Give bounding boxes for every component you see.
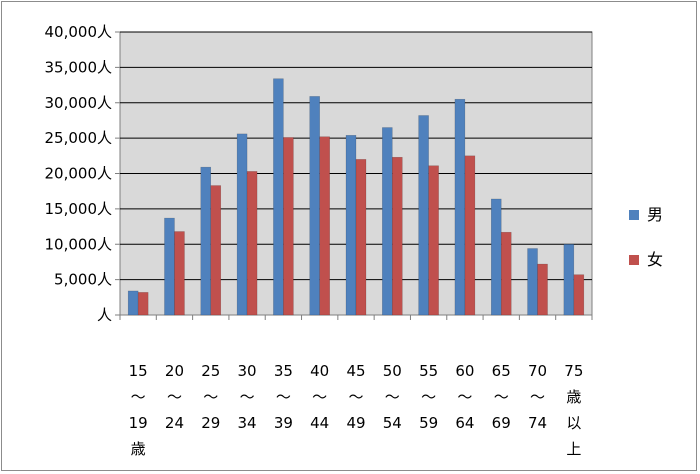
bar-male [164,217,175,316]
category-label: 54 [383,414,402,432]
bar-male [527,248,538,316]
category-label: ～ [530,388,545,406]
bar-male [236,133,248,316]
category-label: 49 [346,414,365,432]
bar-male [382,127,393,316]
category-label: 上 [566,440,581,458]
bar-male [490,198,502,316]
category-label: 65 [492,362,511,380]
category-label: 60 [455,362,474,380]
legend-label: 男 [647,205,663,224]
category-label: 40 [310,362,329,380]
category-label: ～ [457,388,472,406]
y-tick-label: 5,000人 [54,271,112,289]
category-label: 45 [346,362,365,380]
y-tick-label: 30,000人 [45,94,113,112]
category-label: 39 [274,414,293,432]
bar-female [392,156,403,316]
category-label: 歳 [566,388,581,406]
category-label: 34 [238,414,257,432]
y-tick-label: 15,000人 [45,200,113,218]
category-label: ～ [312,388,327,406]
bar-female [174,231,185,316]
category-label: 64 [455,414,474,432]
bar-male [563,244,575,316]
category-label: 19 [129,414,148,432]
category-label: 50 [383,362,402,380]
bar-female [500,231,512,316]
legend-swatch [629,210,639,220]
category-label: ～ [131,388,146,406]
y-axis-tick-labels: 人 5,000人 10,000人 15,000人 20,000人 25,000人 30,00… [45,23,113,324]
category-label: 以 [566,414,581,432]
bar-female [573,274,585,316]
bar-female [355,159,367,316]
bar-female [246,171,258,316]
legend-label: 女 [647,250,663,269]
bar-female [464,155,476,316]
bars [127,78,585,316]
category-label: 35 [274,362,293,380]
y-tick-label: 35,000人 [45,58,113,76]
bar-male [273,78,284,316]
category-label: 69 [492,414,511,432]
bar-male [127,290,139,316]
category-label: 24 [165,414,184,432]
category-label: 44 [310,414,329,432]
legend-swatch [629,255,639,265]
bar-female [319,136,330,316]
category-label: 55 [419,362,438,380]
category-label: 25 [201,362,220,380]
category-label: 20 [165,362,184,380]
legend: 男女 [629,205,663,269]
bar-male [200,166,212,316]
category-label: 59 [419,414,438,432]
category-label: ～ [167,388,182,406]
bar-male [418,115,429,316]
category-label: ～ [203,388,218,406]
category-label: ～ [421,388,436,406]
bar-female [137,292,149,316]
category-label: 歳 [131,440,146,458]
y-tick-label: 10,000人 [45,235,113,253]
category-label: 15 [129,362,148,380]
y-tick-label: 20,000人 [45,165,113,183]
category-label: 75 [564,362,583,380]
category-label: 70 [528,362,547,380]
category-label: 30 [238,362,257,380]
category-label: 29 [201,414,220,432]
category-label: 74 [528,414,547,432]
bar-female [283,137,294,316]
bar-male [345,135,357,316]
bar-male [454,98,466,316]
category-label: ～ [240,388,255,406]
category-label: ～ [348,388,363,406]
bar-female [210,185,222,316]
category-label: ～ [385,388,400,406]
category-label: ～ [276,388,291,406]
bar-male [309,96,320,316]
y-tick-label: 40,000人 [45,23,113,41]
y-tick-label: 人 [97,306,112,324]
category-label: ～ [494,388,509,406]
y-tick-label: 25,000人 [45,129,113,147]
bar-female [537,263,548,316]
bar-female [428,165,439,316]
x-axis-category-labels: 15 ～ 19 歳 20 ～ 24 25 ～ 29 30 ～ 34 35 ～ 39 40 ～ 44 45 ～ 49 50 ～ 5… [129,362,584,458]
